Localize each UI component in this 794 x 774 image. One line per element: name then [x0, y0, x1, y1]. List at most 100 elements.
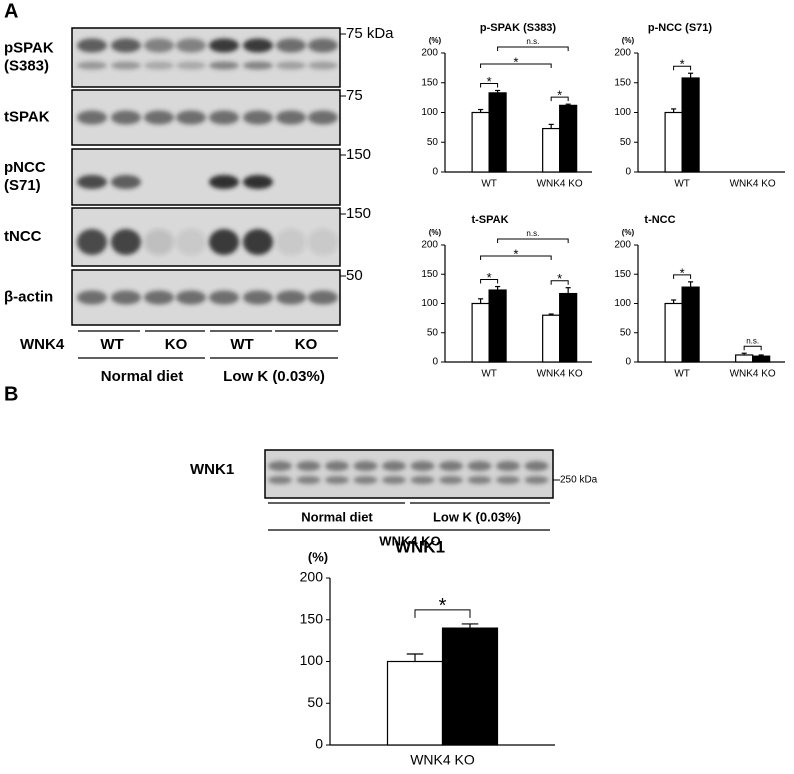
significance-bracket — [480, 63, 552, 68]
y-axis-label: (%) — [429, 228, 442, 237]
blot-band — [77, 229, 107, 255]
genotype: WT — [100, 336, 123, 353]
blot-band — [268, 461, 292, 471]
significance-bracket — [673, 65, 692, 71]
blot-band — [353, 476, 378, 484]
x-tick-label: WT — [674, 179, 690, 190]
blot-band — [308, 110, 338, 125]
significance-bracket — [480, 279, 499, 284]
error-bar — [495, 89, 501, 93]
x-tick-label: WT — [481, 179, 497, 190]
annotation: * — [513, 54, 518, 69]
error-bar — [406, 653, 424, 662]
blot-band — [144, 38, 174, 53]
x-tick-label: WNK4 KO — [537, 369, 583, 380]
blot-band — [467, 461, 492, 471]
panel-label: A — [4, 0, 18, 22]
group-lines — [78, 330, 550, 531]
chart-title: t-SPAK — [471, 214, 508, 226]
blot-band — [111, 110, 141, 125]
significance-bracket — [414, 609, 471, 618]
annotation: * — [487, 74, 492, 89]
blot-band — [77, 290, 107, 305]
bar — [681, 77, 700, 173]
blot-band — [410, 476, 435, 484]
significance-bracket — [497, 46, 569, 51]
marker-label: 75 kDa — [346, 25, 394, 42]
marker-label: 50 — [346, 267, 363, 284]
blot-band — [209, 175, 239, 189]
blot-band — [111, 290, 141, 305]
significance-bracket — [673, 274, 692, 279]
marker-label: 150 — [346, 205, 371, 222]
blot-band — [439, 476, 463, 484]
blot-band — [308, 38, 338, 53]
blot-bands — [77, 290, 338, 305]
blot-band — [524, 476, 549, 484]
y-tick-label: 200 — [614, 240, 631, 251]
y-tick-label: 200 — [421, 240, 438, 251]
blot-band — [382, 476, 406, 484]
annotation: * — [680, 265, 685, 280]
bar — [471, 111, 490, 173]
y-tick-label: 150 — [614, 77, 631, 88]
blot-band — [243, 38, 273, 53]
x-tick-label: WNK4 KO — [537, 179, 583, 190]
error-bar — [741, 352, 747, 355]
blot-band — [144, 290, 174, 305]
blot — [264, 449, 554, 499]
x-tick-label: WT — [674, 369, 690, 380]
error-bar — [461, 623, 479, 629]
y-tick-label: 100 — [421, 107, 438, 118]
blot-band — [243, 290, 273, 305]
y-tick-label: 50 — [427, 137, 439, 148]
blot-band — [353, 461, 378, 471]
y-tick-label: 150 — [300, 610, 324, 626]
x-tick-label: WNK4 KO — [410, 752, 475, 768]
bar — [441, 627, 499, 746]
blot-band — [209, 38, 239, 53]
bar — [488, 92, 507, 173]
annotation: n.s. — [526, 37, 539, 46]
significance-bracket — [480, 82, 499, 88]
blot-band — [77, 110, 107, 125]
bar — [664, 302, 683, 363]
y-tick-label: 150 — [614, 269, 631, 280]
y-axis-label: (%) — [308, 549, 328, 564]
bar — [752, 355, 771, 363]
chart-title: t-NCC — [644, 214, 675, 226]
blot-band — [308, 229, 338, 255]
y-axis-label: (%) — [429, 36, 442, 45]
y-tick-label: 50 — [620, 327, 632, 338]
chart-title: p-SPAK (S383) — [480, 22, 557, 34]
blot-band — [111, 61, 141, 70]
blot-bands — [268, 461, 549, 484]
genotype: KO — [295, 336, 318, 353]
y-tick-label: 50 — [620, 137, 632, 148]
chart-title: WNK1 — [395, 537, 445, 556]
diet: Normal diet — [301, 509, 373, 524]
blot-band — [209, 229, 239, 255]
blot-label: pNCC (S71) — [4, 159, 46, 194]
y-tick-label: 0 — [315, 736, 323, 752]
bar — [664, 111, 683, 173]
error-bar — [548, 123, 554, 129]
error-bar — [565, 287, 571, 294]
bar — [386, 660, 444, 746]
bar — [542, 127, 561, 173]
blot-label: β-actin — [4, 288, 53, 305]
blot-bands — [77, 229, 338, 255]
bar — [681, 286, 700, 363]
annotation: * — [487, 270, 492, 285]
y-tick-label: 0 — [432, 167, 438, 178]
y-tick-label: 100 — [614, 298, 631, 309]
blot-band — [176, 290, 206, 305]
genotype: KO — [165, 336, 188, 353]
blot-band — [308, 290, 338, 305]
bar — [559, 104, 578, 173]
genotype: WT — [230, 336, 253, 353]
bar — [488, 289, 507, 363]
blot-band — [209, 290, 239, 305]
error-bar — [478, 298, 484, 304]
